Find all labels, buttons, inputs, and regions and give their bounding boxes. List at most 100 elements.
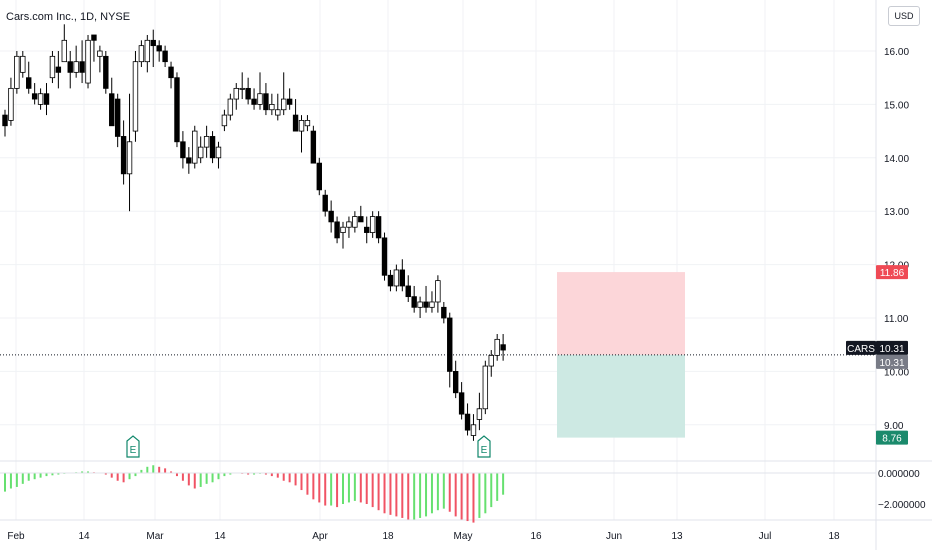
candle-11 [67,51,73,89]
candle-51 [304,115,311,132]
candle-body [150,39,156,47]
candle-41 [245,77,251,105]
time-axis[interactable]: Feb 14 Mar 14 Apr 18 May 16 Jun 13 Jul 18 [7,531,840,542]
candle-31 [186,147,192,174]
time-tick-8: Jun [606,531,622,542]
candle-80 [476,392,483,431]
candle-body [73,61,79,73]
candle-64 [381,232,388,281]
candle-body [192,130,198,164]
candle-body [97,50,103,57]
time-tick-3: 14 [214,531,226,542]
candle-75 [447,312,453,388]
candle-body [221,114,228,127]
candle-53 [316,157,322,196]
candle-47 [281,72,287,116]
earnings-marker-1[interactable]: E [477,435,491,458]
time-tick-4: Apr [312,531,328,542]
time-tick-10: Jul [759,531,772,542]
candle-body [197,146,204,159]
candle-body [358,216,364,223]
candle-81 [482,360,489,415]
stop-price-label: 11.86 [876,265,908,280]
time-tick-1: 14 [78,531,90,542]
candle-66 [393,264,400,292]
candle-body [186,157,192,164]
candle-50 [298,115,305,153]
candle-body [322,194,328,212]
currency-button[interactable]: USD [888,6,920,26]
price-tick-2: 14.00 [884,154,909,165]
earnings-marker-label: E [130,445,137,456]
candle-38 [227,93,234,121]
candle-body [132,61,139,132]
candle-body [61,39,67,63]
candle-body [452,370,459,394]
candle-body [482,365,489,410]
candle-body [126,141,133,175]
candle-body [103,55,109,89]
candle-body [405,285,411,298]
candle-body [500,344,506,351]
candle-74 [441,301,447,324]
last-price-label-bg [876,340,908,355]
candle-63 [375,211,382,244]
candle-body [281,98,287,111]
candle-48 [286,88,293,110]
candle-61 [364,216,370,244]
price-tick-1: 15.00 [884,100,909,111]
time-tick-11: 18 [828,531,840,542]
candle-body [458,392,465,415]
candle-body [144,39,151,63]
candle-5 [31,83,38,105]
price-tick-5: 11.00 [884,314,909,325]
candle-82 [488,350,494,377]
candle-36 [215,141,222,169]
candle-body [417,301,423,308]
candle-body [257,93,263,105]
candle-77 [458,382,465,420]
candle-3 [20,51,26,78]
candle-body [387,274,394,287]
candle-37 [221,109,228,132]
candle-24 [144,34,151,73]
price-tick-0: 16.00 [884,47,909,58]
candle-4 [26,61,32,94]
position-zones[interactable] [557,272,685,438]
candle-13 [79,40,85,84]
symbol-label-bg [846,340,876,355]
candle-58 [346,216,352,238]
candle-body [423,301,429,308]
candle-body [263,93,269,111]
candle-35 [209,131,216,164]
candle-79 [470,414,477,441]
candle-body [399,269,406,287]
candle-71 [423,285,429,313]
candle-body [411,296,417,308]
candle-69 [411,285,417,313]
take-profit-zone[interactable] [557,354,685,438]
earnings-marker-shape [126,435,140,458]
candle-73 [435,275,441,313]
candle-body [227,98,234,116]
candle-body [174,77,180,143]
candle-body [180,141,186,159]
candle-body [67,61,73,73]
price-labels: 11.86 10.31 10.31 8.76 CARS [846,265,908,445]
candle-body [352,216,358,228]
candle-25 [150,29,156,68]
earnings-marker-0[interactable]: E [126,435,140,458]
oscillator-pane [0,465,876,523]
stop-loss-zone[interactable] [557,272,685,355]
candle-body [209,136,216,159]
candle-body [43,93,50,105]
candle-body [49,55,56,79]
candle-32 [192,125,198,169]
time-tick-6: May [454,531,473,542]
candle-40 [239,72,245,100]
candle-body [369,216,376,233]
candle-26 [156,40,162,62]
candle-body [239,87,245,90]
